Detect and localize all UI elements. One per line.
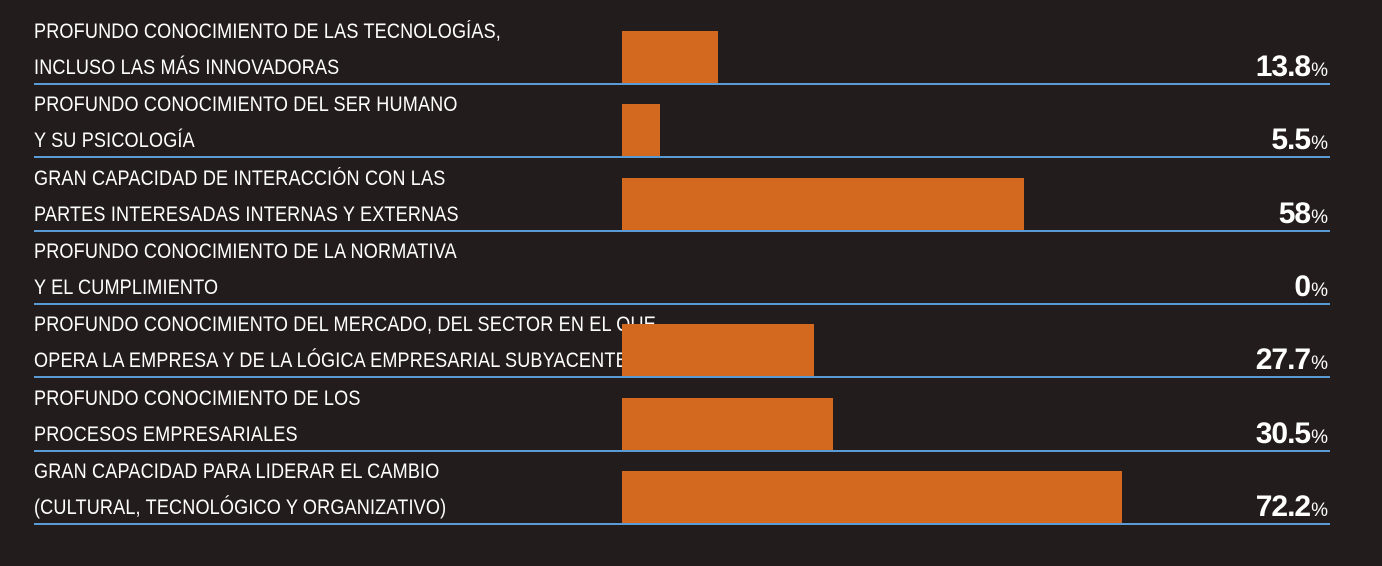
bar [622, 104, 661, 157]
chart-row: PROFUNDO CONOCIMIENTO DEL SER HUMANO Y SU… [0, 85, 1382, 159]
row-separator [34, 449, 1330, 452]
category-label-line: PROFUNDO CONOCIMIENTO DEL MERCADO, DEL S… [34, 313, 656, 337]
row-separator [34, 522, 1330, 525]
category-label: PROFUNDO CONOCIMIENTO DE LA NORMATIVA Y E… [34, 234, 533, 306]
chart-row: PROFUNDO CONOCIMIENTO DEL MERCADO, DEL S… [0, 305, 1382, 379]
chart-row: PROFUNDO CONOCIMIENTO DE LAS TECNOLOGÍAS… [0, 12, 1382, 85]
chart-row: PROFUNDO CONOCIMIENTO DE LOS PROCESOS EMP… [0, 379, 1382, 452]
category-label-line: PROFUNDO CONOCIMIENTO DEL SER HUMANO [34, 93, 458, 117]
category-label-line: OPERA LA EMPRESA Y DE LA LÓGICA EMPRESAR… [34, 349, 628, 373]
category-label: GRAN CAPACIDAD PARA LIDERAR EL CAMBIO (CU… [34, 454, 533, 526]
value-number: 27.7 [1255, 343, 1311, 377]
category-label-line: GRAN CAPACIDAD PARA LIDERAR EL CAMBIO [34, 459, 440, 483]
category-label-line: PROFUNDO CONOCIMIENTO DE LA NORMATIVA [34, 239, 457, 263]
row-separator [34, 229, 1330, 232]
category-label-line: PROFUNDO CONOCIMIENTO DE LAS TECNOLOGÍAS… [34, 20, 501, 43]
bar [622, 177, 1024, 230]
row-separator [34, 376, 1330, 379]
value-number: 58 [1278, 196, 1311, 230]
chart-row: GRAN CAPACIDAD PARA LIDERAR EL CAMBIO (CU… [0, 452, 1382, 525]
value-number: 13.8 [1255, 50, 1311, 83]
value-unit: % [1311, 133, 1328, 155]
value-number: 30.5 [1255, 416, 1311, 450]
category-label-line: PROFUNDO CONOCIMIENTO DE LOS [34, 386, 361, 410]
value-number: 0 [1294, 269, 1311, 303]
bar [622, 397, 834, 450]
row-separator [34, 302, 1330, 305]
category-label-line: (CULTURAL, TECNOLÓGICO Y ORGANIZATIVO) [34, 495, 447, 519]
value-label: 30.5% [1255, 416, 1328, 450]
value-number: 5.5 [1271, 123, 1311, 157]
value-label: 27.7% [1256, 345, 1328, 375]
value-unit: % [1311, 60, 1328, 81]
value-unit: % [1311, 206, 1328, 228]
category-label: GRAN CAPACIDAD DE INTERACCIÓN CON LAS PAR… [34, 161, 533, 233]
row-separator [34, 156, 1330, 159]
category-label: PROFUNDO CONOCIMIENTO DEL SER HUMANO Y SU… [34, 87, 533, 159]
value-unit: % [1311, 279, 1328, 301]
category-label-line: Y SU PSICOLOGÍA [34, 129, 195, 153]
chart-row: PROFUNDO CONOCIMIENTO DE LA NORMATIVA Y E… [0, 232, 1382, 305]
category-label-line: INCLUSO LAS MÁS INNOVADORAS [34, 56, 340, 79]
bar [622, 324, 814, 377]
value-number: 72.2 [1255, 489, 1311, 523]
bar [622, 31, 718, 83]
category-label-line: GRAN CAPACIDAD DE INTERACCIÓN CON LAS [34, 166, 446, 190]
value-label: 72.2% [1255, 489, 1328, 523]
category-label: PROFUNDO CONOCIMIENTO DE LAS TECNOLOGÍAS… [34, 14, 533, 86]
bar [622, 470, 1123, 523]
value-unit: % [1311, 499, 1328, 521]
category-label: PROFUNDO CONOCIMIENTO DEL MERCADO, DEL S… [34, 307, 656, 379]
value-label: 13.8% [1256, 52, 1328, 82]
value-label: 58% [1278, 196, 1328, 230]
chart-row: GRAN CAPACIDAD DE INTERACCIÓN CON LAS PAR… [0, 159, 1382, 232]
row-separator [34, 83, 1330, 85]
value-label: 0% [1294, 269, 1328, 303]
category-label: PROFUNDO CONOCIMIENTO DE LOS PROCESOS EMP… [34, 381, 533, 453]
value-label: 5.5% [1271, 125, 1328, 155]
value-unit: % [1311, 353, 1328, 375]
category-label-line: Y EL CUMPLIMIENTO [34, 275, 219, 299]
category-label-line: PROCESOS EMPRESARIALES [34, 422, 298, 446]
category-label-line: PARTES INTERESADAS INTERNAS Y EXTERNAS [34, 202, 459, 226]
value-unit: % [1311, 426, 1328, 448]
